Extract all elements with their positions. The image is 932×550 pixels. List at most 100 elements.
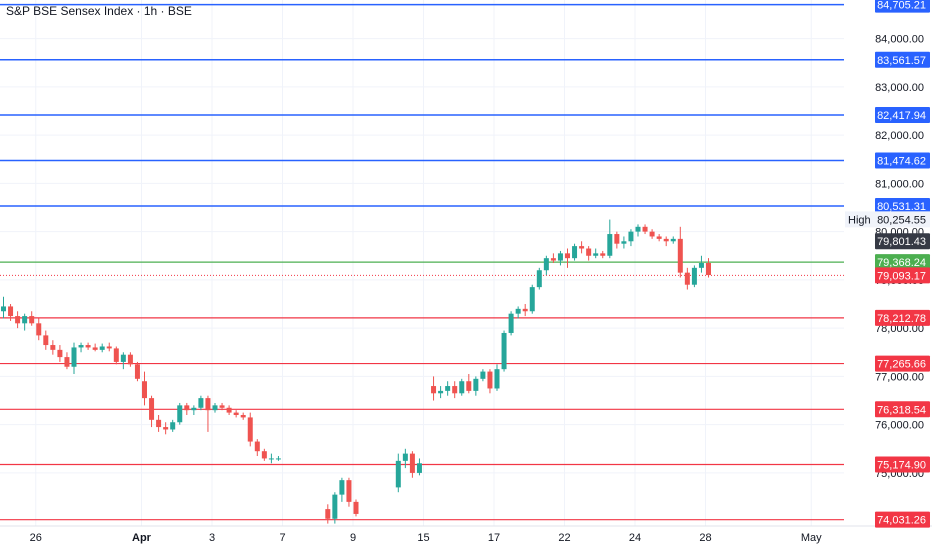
candle-up[interactable] — [275, 458, 281, 460]
candle-down[interactable] — [346, 480, 352, 502]
candle-up[interactable] — [1, 306, 6, 312]
candle-up[interactable] — [438, 390, 444, 394]
candle-down[interactable] — [431, 386, 437, 394]
candle-up[interactable] — [395, 460, 401, 488]
candle-up[interactable] — [494, 369, 500, 389]
candle-down[interactable] — [565, 253, 570, 259]
candle-down[interactable] — [353, 501, 359, 514]
candle-down[interactable] — [57, 349, 63, 358]
candle-down[interactable] — [684, 272, 690, 285]
candle-down[interactable] — [219, 405, 225, 408]
candle-down[interactable] — [550, 258, 556, 261]
candle-down[interactable] — [642, 226, 648, 232]
candle-up[interactable] — [628, 231, 634, 242]
candle-down[interactable] — [8, 306, 14, 317]
candle-up[interactable] — [445, 386, 451, 391]
candle-up[interactable] — [635, 226, 641, 232]
candle-down[interactable] — [522, 308, 528, 312]
candle-down[interactable] — [142, 381, 147, 399]
candle-up[interactable] — [339, 480, 345, 495]
candle-down[interactable] — [677, 238, 683, 273]
candle-up[interactable] — [416, 463, 422, 473]
candle-down[interactable] — [149, 398, 155, 420]
candle-down[interactable] — [233, 412, 239, 416]
resistance-level-label-box — [875, 106, 930, 123]
candle-up[interactable] — [332, 494, 338, 519]
candle-down[interactable] — [50, 345, 56, 350]
candle-down[interactable] — [663, 238, 669, 242]
candle-up[interactable] — [120, 354, 126, 362]
candle-down[interactable] — [134, 364, 140, 379]
candle-down[interactable] — [452, 386, 458, 394]
time-tick-label: Apr — [132, 532, 152, 544]
candle-up[interactable] — [698, 263, 704, 268]
candle-down[interactable] — [600, 253, 606, 256]
candle-up[interactable] — [402, 453, 408, 461]
candle-up[interactable] — [536, 270, 542, 288]
candle-up[interactable] — [170, 422, 176, 430]
candle-down[interactable] — [649, 231, 655, 237]
candle-down[interactable] — [163, 427, 169, 430]
candle-down[interactable] — [247, 417, 253, 442]
candle-down[interactable] — [127, 354, 133, 365]
candle-down[interactable] — [579, 246, 585, 249]
candle-down[interactable] — [205, 398, 211, 411]
candle-up[interactable] — [177, 405, 183, 423]
candle-up[interactable] — [572, 246, 578, 259]
candle-down[interactable] — [29, 316, 35, 324]
candle-up[interactable] — [22, 316, 28, 324]
candle-down[interactable] — [15, 316, 21, 324]
candle-down[interactable] — [254, 441, 260, 452]
candle-down[interactable] — [184, 405, 190, 411]
candle-down[interactable] — [156, 419, 162, 428]
candle-up[interactable] — [691, 267, 697, 285]
candle-down[interactable] — [36, 323, 42, 336]
time-axis-background — [0, 526, 932, 550]
last-price-label: 79,093.17 — [875, 267, 930, 284]
candle-down[interactable] — [487, 371, 493, 389]
candle-down[interactable] — [261, 451, 267, 459]
candle-up[interactable] — [515, 308, 521, 314]
candle-up[interactable] — [501, 332, 507, 370]
candle-down[interactable] — [325, 509, 331, 519]
candle-up[interactable] — [529, 287, 535, 312]
candle-down[interactable] — [409, 453, 415, 473]
candle-down[interactable] — [706, 263, 711, 276]
candle-down[interactable] — [466, 381, 472, 391]
resistance-level-label-text: 80,531.31 — [877, 201, 926, 213]
candle-up[interactable] — [198, 398, 204, 408]
candle-up[interactable] — [268, 458, 274, 460]
candle-up[interactable] — [670, 238, 676, 242]
candle-down[interactable] — [226, 407, 232, 413]
candle-down[interactable] — [240, 415, 246, 418]
candle-down[interactable] — [92, 347, 98, 350]
candle-up[interactable] — [557, 253, 563, 261]
candle-up[interactable] — [78, 345, 84, 348]
candle-up[interactable] — [459, 381, 465, 394]
candle-up[interactable] — [508, 313, 514, 333]
time-axis[interactable]: 26 Apr 3 7 9 15 17 22 24 28 May — [0, 525, 932, 550]
candles[interactable] — [1, 219, 711, 524]
high-marker: High 80,254.55 — [845, 211, 930, 228]
candle-up[interactable] — [71, 347, 77, 367]
candle-down[interactable] — [586, 248, 592, 256]
candle-down[interactable] — [106, 346, 112, 349]
candle-up[interactable] — [99, 346, 105, 350]
candle-up[interactable] — [212, 405, 218, 411]
candle-down[interactable] — [656, 236, 662, 239]
candle-up[interactable] — [473, 378, 479, 391]
candle-up[interactable] — [480, 371, 486, 379]
candle-up[interactable] — [191, 407, 197, 411]
support-level-label-box — [875, 456, 930, 473]
candle-down[interactable] — [113, 348, 119, 362]
candle-up[interactable] — [543, 258, 549, 271]
candle-up[interactable] — [607, 234, 613, 256]
candle-up[interactable] — [593, 253, 599, 256]
resistance-level-label: 84,705.21 — [875, 0, 930, 13]
candle-down[interactable] — [85, 345, 91, 348]
candle-up[interactable] — [621, 241, 627, 244]
candle-down[interactable] — [614, 234, 620, 244]
candle-down[interactable] — [43, 335, 49, 346]
candle-down[interactable] — [64, 357, 70, 367]
